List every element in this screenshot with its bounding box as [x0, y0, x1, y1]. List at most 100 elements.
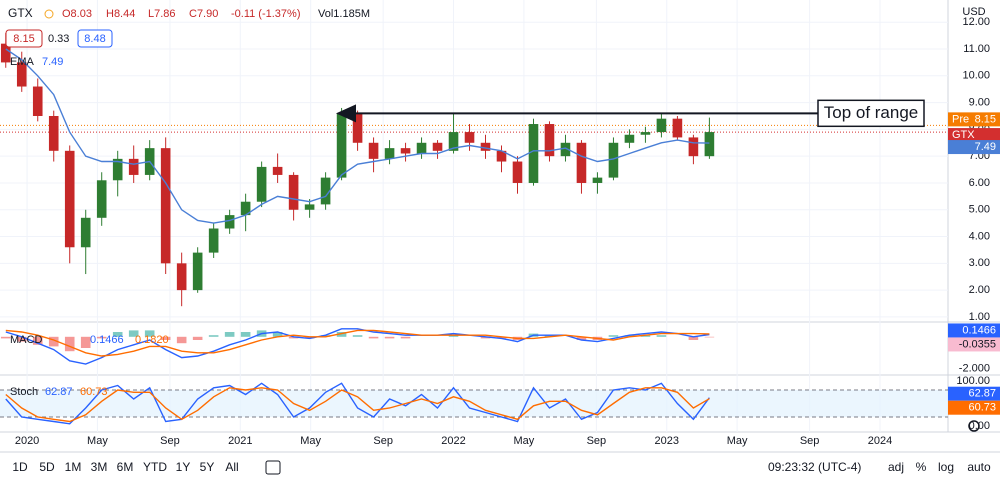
macd-histogram-bar — [240, 332, 251, 337]
stoch-d-axis-label-bg — [948, 400, 1000, 415]
candle-body — [272, 166, 283, 175]
settings-icon[interactable] — [968, 420, 980, 432]
candle-body — [192, 252, 203, 291]
macd-histogram-bar — [144, 330, 155, 337]
candle-body — [592, 177, 603, 183]
clock: 09:23:32 (UTC-4) — [768, 460, 861, 474]
macd-histogram-bar — [576, 336, 587, 340]
ask-box[interactable] — [77, 29, 113, 48]
ohlc-high: H8.44 — [106, 8, 135, 20]
macd-histogram-bar — [80, 336, 91, 348]
price-label-name: Pre — [952, 113, 969, 125]
x-tick-label: May — [300, 435, 321, 447]
spread: 0.33 — [48, 33, 69, 45]
candle-body — [320, 177, 331, 205]
macd-histogram-bar — [400, 336, 411, 339]
macd-histogram-bar — [448, 335, 459, 337]
candle-body — [256, 166, 267, 202]
range-button[interactable]: 5D — [39, 460, 55, 474]
macd-histogram-bar — [128, 330, 139, 337]
range-button[interactable]: 6M — [117, 460, 134, 474]
marks — [0, 32, 715, 425]
candle-body — [16, 62, 27, 87]
x-tick-label: 2023 — [655, 435, 679, 447]
x-tick-label: 2020 — [15, 435, 39, 447]
range-button[interactable]: All — [225, 460, 238, 474]
y-tick-label: 5.00 — [969, 204, 990, 216]
y-tick-label: 2.00 — [969, 284, 990, 296]
candle-body — [288, 174, 299, 210]
annotation-box — [817, 99, 925, 128]
macd-histogram-bar — [688, 336, 699, 340]
candle-body — [240, 201, 251, 216]
ask[interactable]: 8.48 — [84, 33, 105, 45]
range-button[interactable]: YTD — [143, 460, 167, 474]
candle-body — [688, 137, 699, 157]
range-button[interactable]: 1Y — [176, 460, 191, 474]
y-tick-label: 10.00 — [962, 70, 990, 82]
signal-line — [5, 329, 710, 357]
macd-histogram-bar — [176, 336, 187, 344]
calendar-icon[interactable] — [265, 460, 281, 475]
range-button[interactable]: 1M — [65, 460, 82, 474]
price-label-bg — [948, 128, 1000, 143]
macd-histogram-bar — [32, 336, 43, 345]
macd-histogram-bar — [624, 335, 635, 337]
macd-histogram-bar — [112, 332, 123, 337]
candle-body — [624, 134, 635, 143]
candle-body — [176, 263, 187, 291]
macd-axis-label-bg — [948, 323, 1000, 338]
hist-axis-label: -0.0355 — [959, 338, 996, 350]
price-label-value: 8.15 — [975, 113, 996, 125]
signal-value: 0.1820 — [135, 334, 169, 346]
bid-box[interactable] — [5, 29, 43, 48]
candle-body — [544, 124, 555, 157]
price-label-bg — [948, 112, 1000, 127]
x-tick-label: 2022 — [441, 435, 465, 447]
macd-histogram-bar — [224, 332, 235, 337]
stoch-k-axis-label-bg — [948, 386, 1000, 401]
symbol: GTX — [8, 6, 33, 20]
candle-body — [80, 217, 91, 248]
option-button[interactable]: log — [938, 460, 954, 474]
range-button[interactable]: 5Y — [200, 460, 215, 474]
ema-line — [5, 48, 710, 224]
macd-line — [5, 328, 710, 365]
range-button[interactable]: 1D — [12, 460, 28, 474]
overlay: GTX O8.03 H8.44 L7.86 C7.90 -0.11 (-1.37… — [5, 6, 1000, 475]
stoch-d-line — [5, 387, 710, 423]
option-button[interactable]: auto — [967, 460, 991, 474]
macd-histogram-bar — [48, 336, 59, 347]
candle-body — [448, 132, 459, 151]
candle-body — [64, 150, 75, 248]
stoch-d-value: 60.73 — [80, 386, 108, 398]
ohlc-low: L7.86 — [148, 8, 176, 20]
macd-name: MACD — [10, 334, 42, 346]
x-tick-label: May — [727, 435, 748, 447]
candle-body — [128, 158, 139, 175]
range-button[interactable]: 3M — [91, 460, 108, 474]
y-tick-label: 11.00 — [963, 43, 990, 55]
x-tick-label: Sep — [160, 435, 180, 447]
ohlc-open: O8.03 — [62, 8, 92, 20]
bid[interactable]: 8.15 — [13, 33, 34, 45]
macd-histogram-bar — [656, 335, 667, 337]
x-tick-label: 2024 — [868, 435, 892, 447]
stoch-k-axis-label: 62.87 — [968, 388, 996, 400]
option-button[interactable]: adj — [888, 460, 904, 474]
x-tick-label: 2021 — [228, 435, 252, 447]
change: -0.11 (-1.37%) — [231, 8, 301, 20]
candle-body — [112, 158, 123, 181]
macd-histogram-bar — [496, 336, 507, 339]
macd-histogram-bar — [384, 336, 395, 339]
hist-axis-label-bg — [948, 337, 1000, 352]
y-tick-label: 9.00 — [969, 97, 990, 109]
option-button[interactable]: % — [916, 460, 927, 474]
macd-histogram-bar — [704, 336, 715, 338]
y-tick-label: 6.00 — [969, 177, 990, 189]
ohlc-close: C7.90 — [189, 8, 218, 20]
currency[interactable]: USD — [962, 6, 985, 18]
macd-histogram-bar — [16, 336, 27, 342]
annotation-arrowhead — [336, 104, 356, 123]
